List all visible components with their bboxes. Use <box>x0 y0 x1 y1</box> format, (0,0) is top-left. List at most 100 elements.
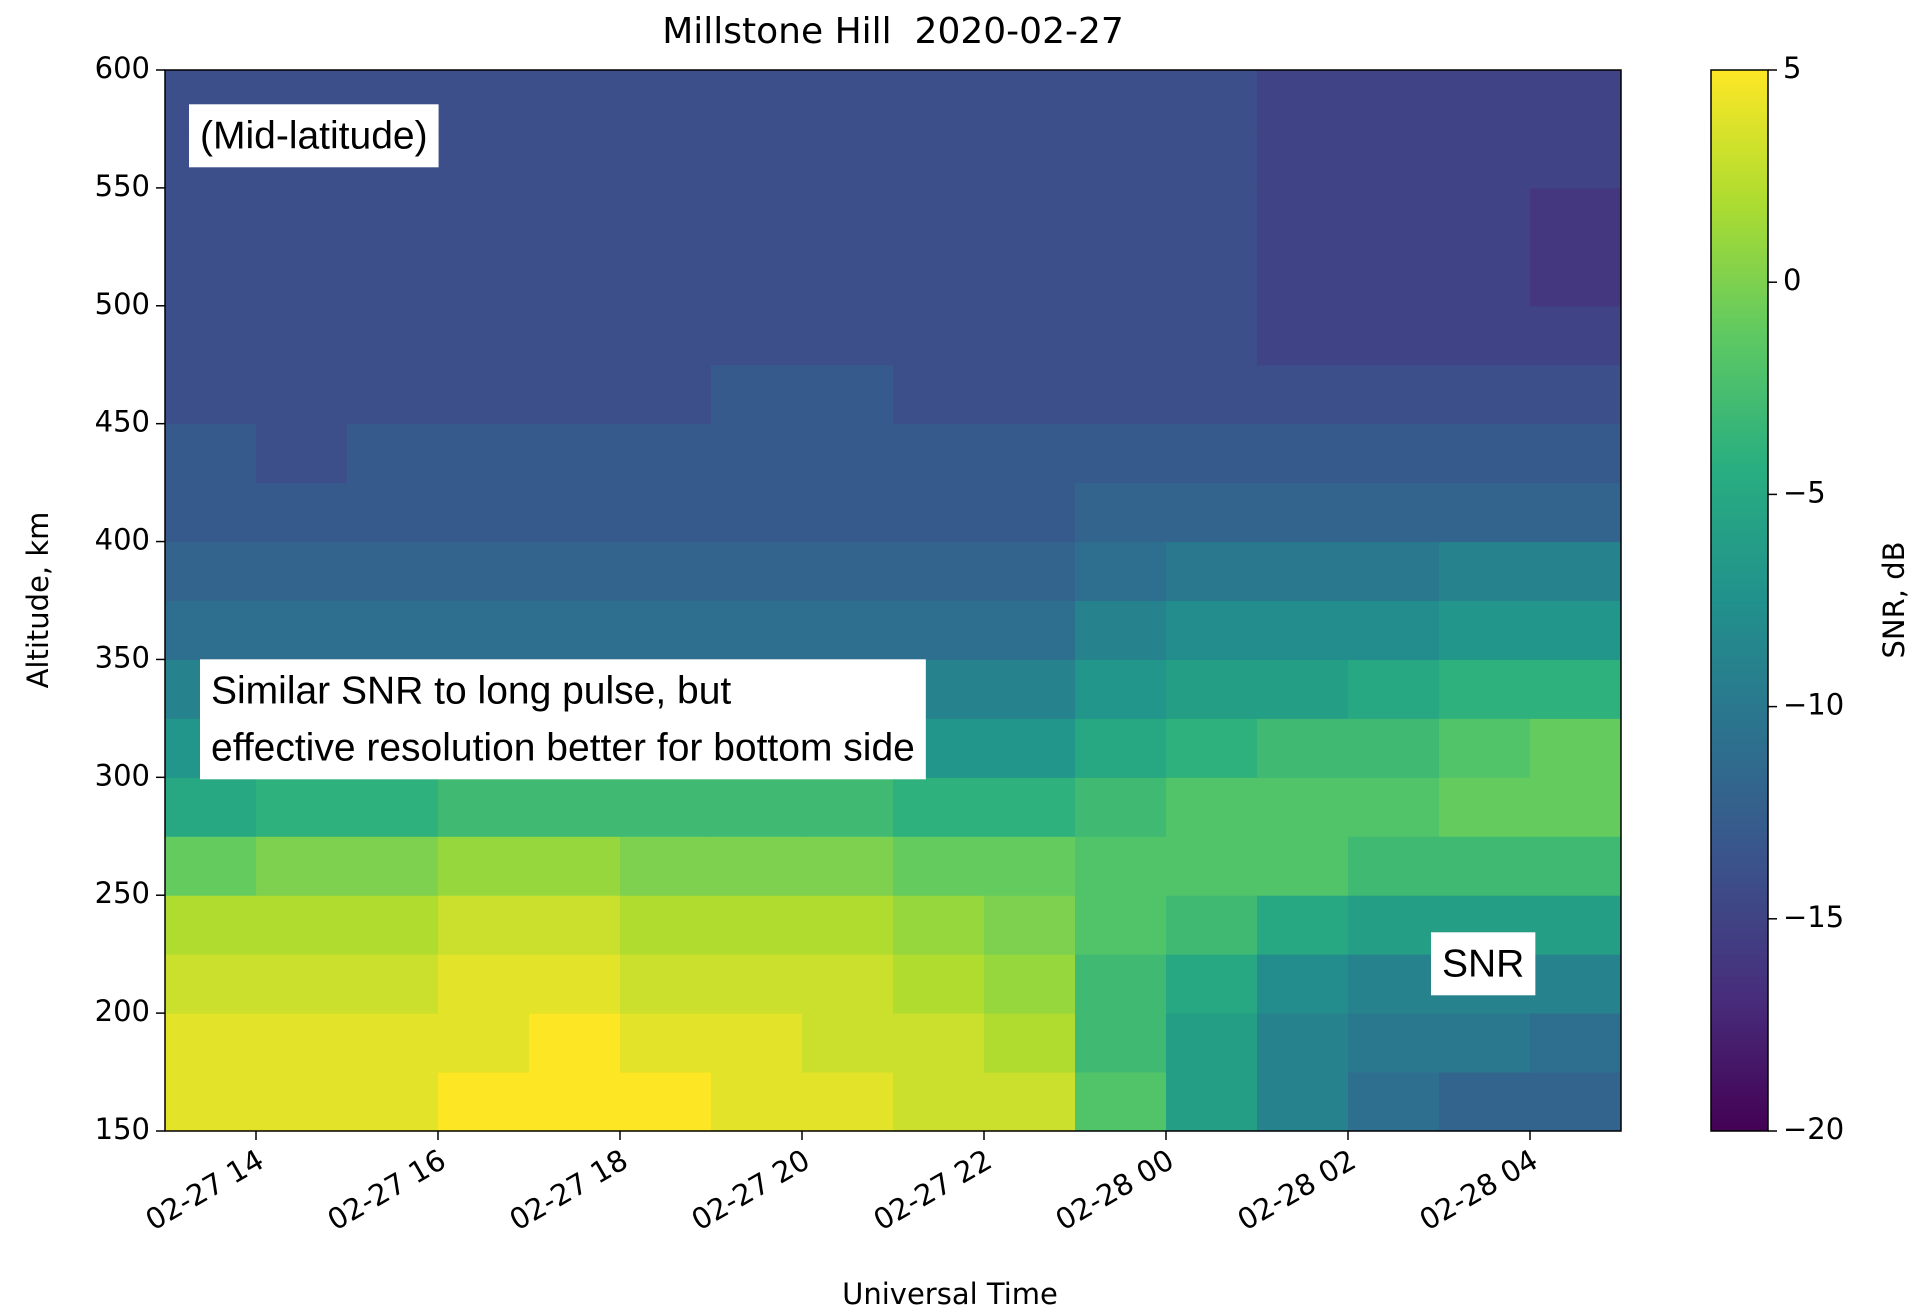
y-tick-label: 150 <box>95 1112 150 1146</box>
heatmap-cell <box>1166 659 1258 719</box>
heatmap-cell <box>893 777 985 837</box>
heatmap-cell <box>1075 364 1167 425</box>
heatmap-cell <box>1075 718 1167 778</box>
heatmap-cell <box>1348 954 1440 1014</box>
heatmap-cell <box>165 305 257 366</box>
heatmap-cell <box>347 482 439 543</box>
heatmap-cell <box>1348 836 1440 896</box>
heatmap-cell <box>1166 187 1258 248</box>
heatmap-cell <box>256 895 348 955</box>
heatmap-cell <box>1530 954 1622 1014</box>
heatmap-cell <box>1166 600 1258 660</box>
heatmap-cell <box>529 541 621 601</box>
heatmap-cell <box>620 836 712 896</box>
heatmap-cell <box>1166 423 1258 484</box>
heatmap-cell <box>1530 423 1622 484</box>
heatmap-cell <box>893 895 985 955</box>
heatmap-cell <box>256 187 348 248</box>
heatmap-cell <box>984 718 1076 778</box>
heatmap-cell <box>1166 1072 1258 1132</box>
heatmap-cell <box>1439 600 1531 660</box>
heatmap-cell <box>1075 482 1167 543</box>
heatmap-cell <box>984 482 1076 543</box>
heatmap-cell <box>1075 70 1167 130</box>
y-tick-label: 350 <box>95 640 150 674</box>
heatmap-cell <box>984 423 1076 484</box>
heatmap-cell <box>1257 423 1349 484</box>
heatmap-cell <box>984 777 1076 837</box>
heatmap-cell <box>1075 305 1167 366</box>
heatmap-cell <box>347 423 439 484</box>
heatmap-cell <box>529 777 621 837</box>
heatmap-cell <box>165 423 257 484</box>
heatmap-cell <box>1257 1013 1349 1073</box>
heatmap-cell <box>256 364 348 425</box>
y-axis-label: Altitude, km <box>21 512 55 689</box>
heatmap-cell <box>984 70 1076 130</box>
heatmap-cell <box>165 364 257 425</box>
heatmap-cell <box>802 364 894 425</box>
annotation-text: SNR <box>1442 942 1524 985</box>
heatmap-cell <box>1348 1072 1440 1132</box>
heatmap-cell <box>347 954 439 1014</box>
heatmap-cell <box>438 128 530 189</box>
heatmap-cell <box>256 482 348 543</box>
heatmap-cell <box>711 70 803 130</box>
heatmap-cell <box>802 128 894 189</box>
heatmap-cell <box>1257 1072 1349 1132</box>
heatmap-cell <box>984 246 1076 307</box>
heatmap-cell <box>1530 541 1622 601</box>
heatmap-cell <box>347 1072 439 1132</box>
heatmap-cell <box>438 70 530 130</box>
heatmap-cell <box>1257 836 1349 896</box>
annotation-box <box>200 659 926 780</box>
heatmap-cell <box>620 954 712 1014</box>
heatmap-cell <box>984 305 1076 366</box>
heatmap-cell <box>620 541 712 601</box>
heatmap-cell <box>438 423 530 484</box>
heatmap-cell <box>802 305 894 366</box>
heatmap-cell <box>438 364 530 425</box>
heatmap-cell <box>1075 895 1167 955</box>
annotation-text: effective resolution better for bottom s… <box>211 726 915 769</box>
heatmap-cell <box>1166 541 1258 601</box>
heatmap-cell <box>1257 128 1349 189</box>
heatmap-cell <box>529 246 621 307</box>
heatmap-cell <box>1257 305 1349 366</box>
heatmap-cell <box>438 1072 530 1132</box>
heatmap-cell <box>438 541 530 601</box>
heatmap-cell <box>256 1072 348 1132</box>
heatmap-cell <box>347 777 439 837</box>
heatmap-cell <box>620 895 712 955</box>
heatmap-cell <box>1348 1013 1440 1073</box>
x-tick-label: 02-27 22 <box>868 1143 998 1238</box>
heatmap-cell <box>1530 895 1622 955</box>
heatmap-cell <box>1257 482 1349 543</box>
heatmap-cell <box>893 423 985 484</box>
heatmap-cell <box>256 777 348 837</box>
y-tick-label: 500 <box>95 287 150 321</box>
heatmap-cell <box>1348 718 1440 778</box>
heatmap-cell <box>1075 423 1167 484</box>
heatmap-cell <box>893 70 985 130</box>
heatmap-cell <box>984 836 1076 896</box>
heatmap-cell <box>165 777 257 837</box>
heatmap-cell <box>1075 128 1167 189</box>
heatmap-cell <box>1348 70 1440 130</box>
heatmap-cell <box>1439 718 1531 778</box>
heatmap-cell <box>802 70 894 130</box>
heatmap-cell <box>1348 364 1440 425</box>
colorbar-tick-label: −10 <box>1783 688 1844 722</box>
heatmap-cell <box>1166 305 1258 366</box>
heatmap-cell <box>984 954 1076 1014</box>
heatmap-cell <box>1348 600 1440 660</box>
heatmap-cell <box>347 246 439 307</box>
heatmap-cell <box>1439 246 1531 307</box>
annotation: Similar SNR to long pulse, but effective … <box>200 659 926 780</box>
y-tick-label: 600 <box>95 51 150 85</box>
heatmap-cell <box>165 836 257 896</box>
y-tick-label: 550 <box>95 169 150 203</box>
heatmap-cell <box>1530 659 1622 719</box>
heatmap-cell <box>802 895 894 955</box>
